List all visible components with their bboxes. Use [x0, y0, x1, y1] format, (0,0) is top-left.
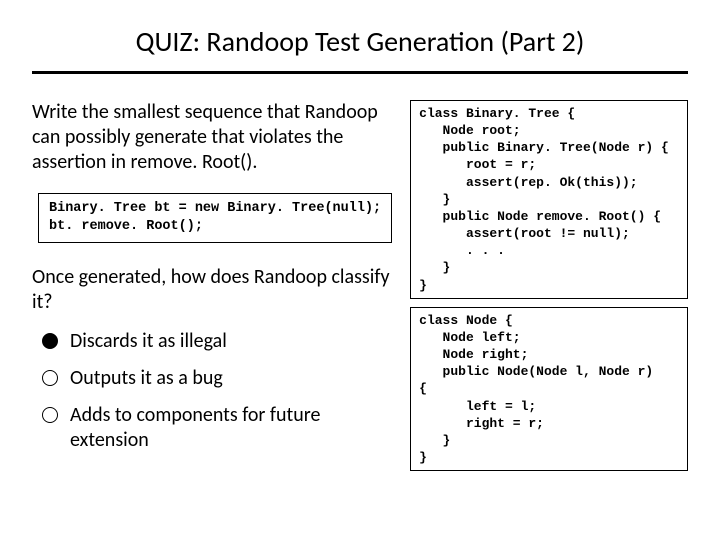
option-label: Adds to components for future extension — [70, 403, 398, 453]
radio-icon — [42, 407, 58, 423]
code-block-node: class Node { Node left; Node right; publ… — [410, 307, 688, 471]
content-area: Write the smallest sequence that Randoop… — [32, 100, 688, 479]
option-label: Outputs it as a bug — [70, 366, 398, 391]
option-row[interactable]: Outputs it as a bug — [42, 366, 398, 391]
option-row[interactable]: Discards it as illegal — [42, 329, 398, 354]
answer-code-box: Binary. Tree bt = new Binary. Tree(null)… — [38, 193, 392, 243]
prompt-text: Write the smallest sequence that Randoop… — [32, 100, 398, 175]
radio-icon — [42, 333, 58, 349]
code-block-binarytree: class Binary. Tree { Node root; public B… — [410, 100, 688, 299]
slide-title: QUIZ: Randoop Test Generation (Part 2) — [32, 24, 688, 74]
radio-icon — [42, 370, 58, 386]
question2-text: Once generated, how does Randoop classif… — [32, 265, 398, 315]
option-row[interactable]: Adds to components for future extension — [42, 403, 398, 453]
left-column: Write the smallest sequence that Randoop… — [32, 100, 398, 479]
options-list: Discards it as illegal Outputs it as a b… — [32, 329, 398, 453]
right-column: class Binary. Tree { Node root; public B… — [410, 100, 688, 479]
option-label: Discards it as illegal — [70, 329, 398, 354]
